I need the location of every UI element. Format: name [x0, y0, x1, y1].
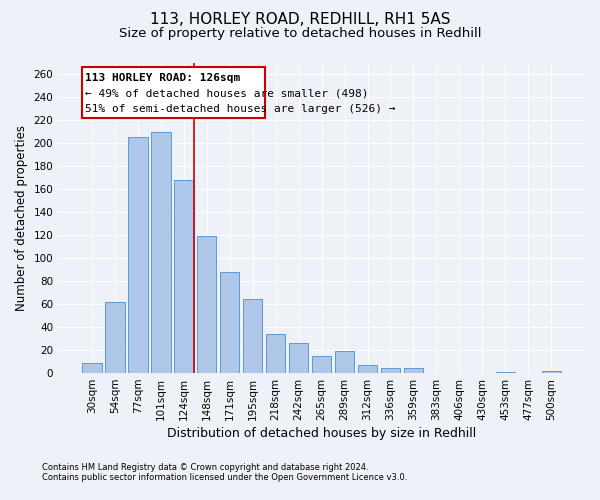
Bar — [197, 236, 217, 373]
Bar — [289, 343, 308, 373]
Text: 113 HORLEY ROAD: 126sqm: 113 HORLEY ROAD: 126sqm — [85, 73, 240, 83]
Text: 113, HORLEY ROAD, REDHILL, RH1 5AS: 113, HORLEY ROAD, REDHILL, RH1 5AS — [150, 12, 450, 28]
Bar — [381, 368, 400, 373]
Text: Contains HM Land Registry data © Crown copyright and database right 2024.: Contains HM Land Registry data © Crown c… — [42, 464, 368, 472]
Bar — [358, 365, 377, 373]
Bar — [128, 138, 148, 373]
Bar — [174, 180, 194, 373]
Text: 51% of semi-detached houses are larger (526) →: 51% of semi-detached houses are larger (… — [85, 104, 395, 114]
Bar — [220, 272, 239, 373]
Bar — [496, 372, 515, 373]
Text: Contains public sector information licensed under the Open Government Licence v3: Contains public sector information licen… — [42, 474, 407, 482]
Bar — [151, 132, 170, 373]
X-axis label: Distribution of detached houses by size in Redhill: Distribution of detached houses by size … — [167, 427, 476, 440]
Text: ← 49% of detached houses are smaller (498): ← 49% of detached houses are smaller (49… — [85, 88, 368, 99]
Bar — [335, 351, 355, 373]
Bar — [105, 302, 125, 373]
Y-axis label: Number of detached properties: Number of detached properties — [15, 125, 28, 311]
Text: Size of property relative to detached houses in Redhill: Size of property relative to detached ho… — [119, 28, 481, 40]
FancyBboxPatch shape — [82, 67, 265, 117]
Bar — [243, 300, 262, 373]
Bar — [266, 334, 286, 373]
Bar — [404, 368, 423, 373]
Bar — [542, 371, 561, 373]
Bar — [82, 362, 101, 373]
Bar — [312, 356, 331, 373]
